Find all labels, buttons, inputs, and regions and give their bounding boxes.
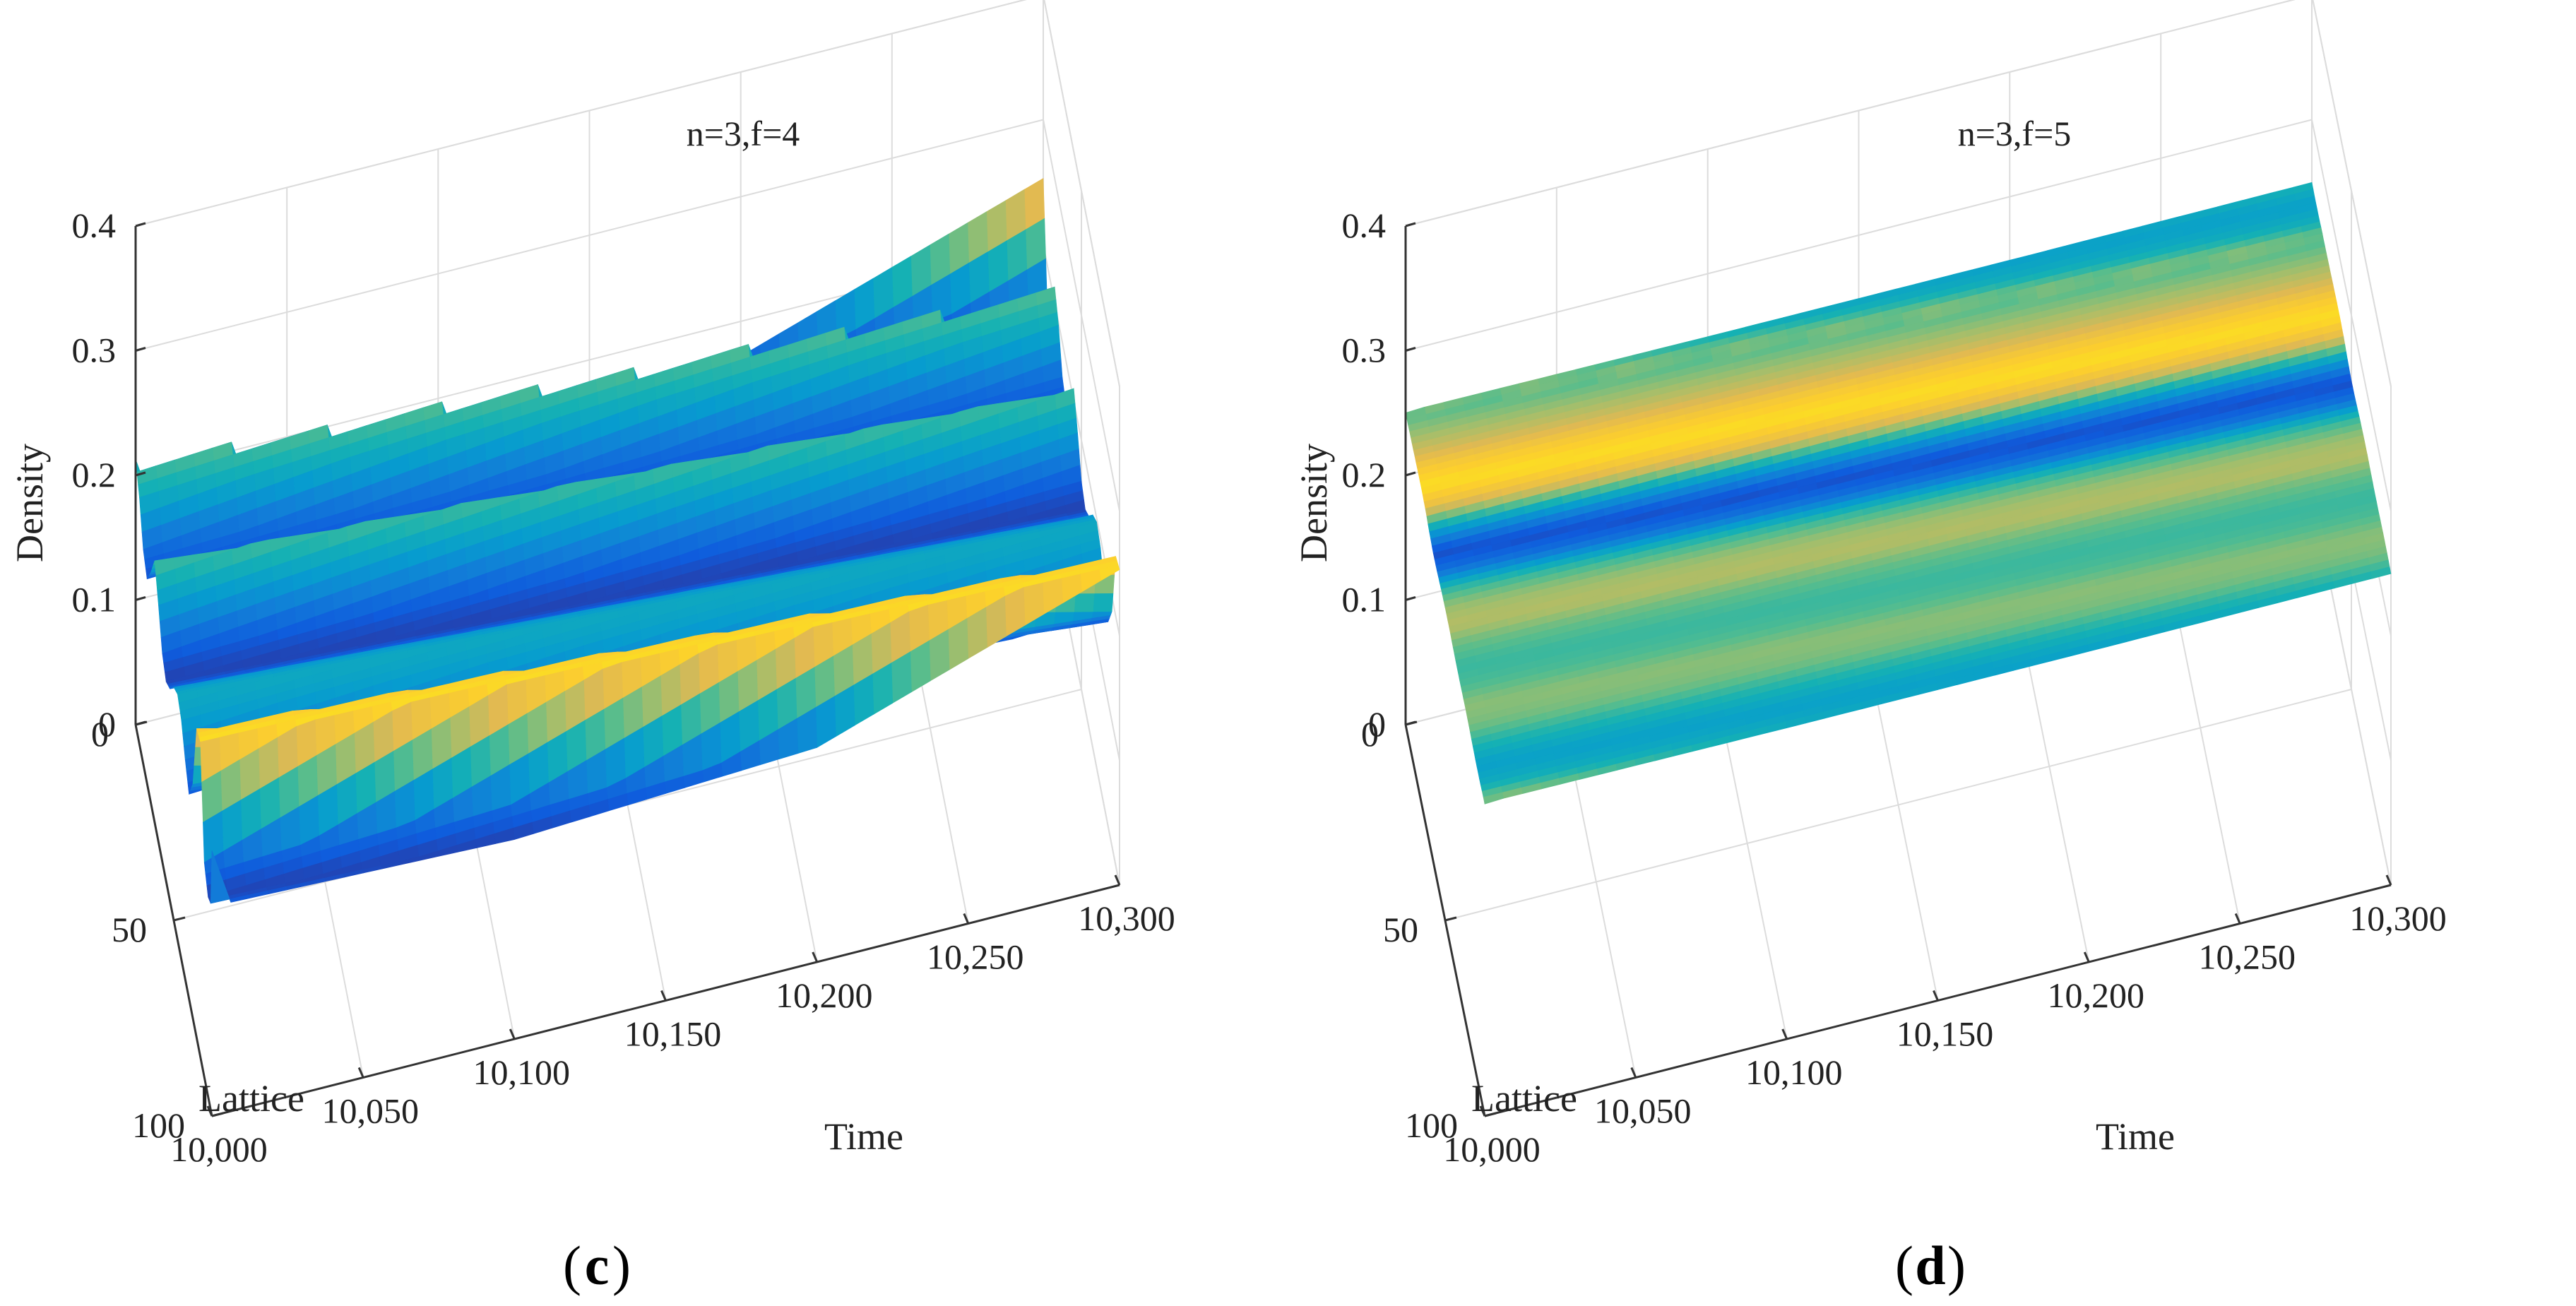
panel-letter-c: c [585, 1235, 610, 1296]
panel-letter-d: d [1915, 1235, 1945, 1296]
z-tick-label: 0.1 [1342, 580, 1387, 619]
annotation-d: n=3,f=5 [1958, 114, 2072, 153]
y-tick-label: 100 [132, 1105, 185, 1145]
svg-text:): ) [612, 1235, 631, 1296]
z-tick-label: 0.3 [1342, 331, 1387, 370]
x-tick-label: 10,300 [1078, 898, 1175, 938]
svg-text:(: ( [563, 1235, 581, 1296]
z-tick-label: 0 [1368, 704, 1386, 744]
x-tick-label: 10,000 [170, 1129, 268, 1169]
x-tick-label: 10,300 [2349, 898, 2447, 938]
annotation-c: n=3,f=4 [687, 114, 800, 153]
panel-caption-c: ( c ) [563, 1235, 631, 1296]
z-tick-label: 0.2 [1342, 455, 1387, 494]
z-tick-label: 0.1 [72, 580, 117, 619]
x-tick-label: 10,200 [2048, 975, 2145, 1015]
x-tick-label: 10,100 [473, 1052, 571, 1092]
z-tick-label: 0.2 [72, 455, 117, 494]
z-tick-label: 0 [98, 704, 116, 744]
y-axis-label-d: Lattice [1471, 1077, 1577, 1120]
x-tick-label: 10,100 [1745, 1052, 1843, 1092]
y-tick-label: 0 [1361, 714, 1379, 754]
x-axis-label-d: Time [2096, 1115, 2175, 1158]
x-tick-label: 10,000 [1443, 1129, 1541, 1169]
z-axis-label-c: Density [8, 444, 51, 562]
z-tick-label: 0.3 [72, 331, 117, 370]
panel-caption-d: ( d ) [1895, 1235, 1966, 1296]
y-tick-label: 100 [1405, 1105, 1458, 1145]
y-axis-label-c: Lattice [198, 1077, 304, 1120]
x-tick-label: 10,050 [1594, 1091, 1692, 1131]
x-tick-label: 10,250 [2198, 937, 2296, 977]
z-tick-label: 0.4 [72, 206, 117, 245]
x-tick-label: 10,050 [321, 1091, 419, 1131]
axes-c [134, 222, 1121, 1117]
z-tick-label: 0.4 [1342, 206, 1387, 245]
x-tick-label: 10,150 [624, 1014, 722, 1054]
x-tick-label: 10,200 [776, 975, 873, 1015]
z-axis-label-d: Density [1293, 444, 1335, 562]
axes-d [1404, 222, 2392, 1117]
y-tick-label: 50 [1383, 910, 1418, 949]
y-tick-label: 0 [91, 714, 109, 754]
x-tick-label: 10,150 [1897, 1014, 1994, 1054]
x-tick-label: 10,250 [927, 937, 1024, 977]
x-axis-label-c: Time [824, 1115, 903, 1158]
density-surface-d [1405, 182, 2392, 805]
density-surface-c [135, 177, 1120, 904]
y-tick-label: 50 [112, 910, 147, 949]
